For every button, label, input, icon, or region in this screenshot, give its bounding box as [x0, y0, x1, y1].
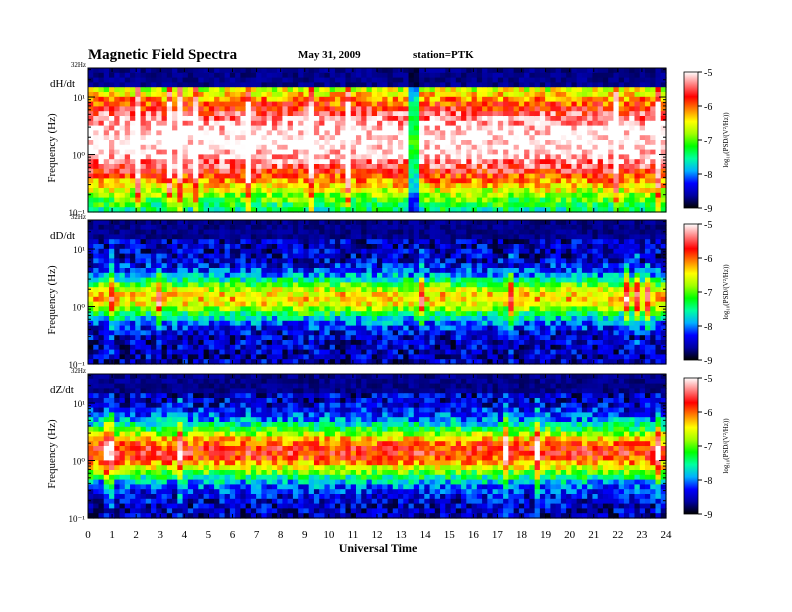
colorbar-tick-label: -9 [704, 356, 712, 367]
x-tick-label: 0 [85, 529, 91, 541]
y-top-label: 32Hz [71, 61, 86, 69]
panel-name: dH/dt [50, 78, 75, 90]
x-tick-label: 13 [396, 529, 408, 541]
x-tick-label: 14 [420, 529, 432, 541]
colorbar [683, 377, 699, 515]
figure-title: Magnetic Field Spectra [88, 47, 238, 63]
x-tick-label: 22 [612, 529, 623, 541]
colorbar [683, 71, 699, 209]
x-tick-label: 11 [348, 529, 359, 541]
y-tick-label: 10¹ [73, 399, 85, 409]
x-tick-label: 23 [636, 529, 648, 541]
x-tick-label: 12 [372, 529, 383, 541]
colorbar-tick-label: -5 [704, 220, 712, 231]
colorbar-tick-label: -6 [704, 408, 712, 419]
x-tick-label: 20 [564, 529, 576, 541]
y-tick-label: 10¹ [73, 93, 85, 103]
heatmap-3 [88, 374, 667, 519]
colorbar-tick-label: -6 [704, 254, 712, 265]
x-axis: 0 1 2 3 4 5 6 7 8 9 10 11 12 13 14 15 16 17 18 19 20 21 22 23 24 [85, 529, 672, 541]
y-top-label: 32Hz [71, 213, 86, 221]
x-tick-label: 19 [540, 529, 552, 541]
y-axis-label: Frequency (Hz) [46, 113, 58, 183]
colorbar-label: log₁₀(PSD/(V²/Hz)) [722, 418, 730, 474]
x-tick-label: 24 [661, 529, 673, 541]
colorbar-tick-label: -8 [704, 476, 712, 487]
x-tick-label: 7 [254, 529, 260, 541]
panel-name: dD/dt [50, 230, 75, 242]
y-tick-label: 10⁰ [72, 457, 85, 467]
x-tick-label: 17 [492, 529, 504, 541]
y-tick-label: 10⁻¹ [69, 208, 86, 218]
y-axis-label: Frequency (Hz) [46, 265, 58, 335]
x-axis-label: Universal Time [339, 541, 418, 555]
colorbar [683, 223, 699, 361]
x-tick-label: 1 [109, 529, 115, 541]
x-tick-label: 8 [278, 529, 284, 541]
colorbar-tick-label: -9 [704, 510, 712, 521]
y-axis-label: Frequency (Hz) [46, 419, 58, 489]
colorbar-tick-label: -5 [704, 374, 712, 385]
figure-station: station=PTK [413, 49, 474, 61]
y-top-label: 32Hz [71, 367, 86, 375]
figure-date: May 31, 2009 [298, 49, 361, 61]
y-tick-label: 10⁻¹ [69, 514, 86, 524]
panel-3: 10¹ 10⁰ 10⁻¹ 32Hz dZ/dt Frequency (Hz) -5 -6 -7 -… [46, 367, 730, 524]
x-tick-label: 3 [158, 529, 164, 541]
colorbar-tick-label: -8 [704, 170, 712, 181]
y-tick-label: 10⁰ [72, 151, 85, 161]
colorbar-tick-label: -8 [704, 322, 712, 333]
x-tick-label: 15 [444, 529, 456, 541]
colorbar-tick-label: -6 [704, 102, 712, 113]
colorbar-tick-label: -9 [704, 204, 712, 215]
x-tick-label: 4 [182, 529, 188, 541]
heatmap-2 [88, 220, 667, 365]
x-tick-label: 18 [516, 529, 528, 541]
x-tick-label: 2 [133, 529, 139, 541]
colorbar-tick-label: -5 [704, 68, 712, 79]
colorbar-label: log₁₀(PSD/(V²/Hz)) [722, 112, 730, 168]
x-tick-label: 10 [323, 529, 335, 541]
x-tick-label: 21 [588, 529, 599, 541]
x-tick-label: 5 [206, 529, 212, 541]
x-tick-label: 16 [468, 529, 480, 541]
y-tick-label: 10⁻¹ [69, 360, 86, 370]
colorbar-tick-label: -7 [704, 288, 712, 299]
y-tick-label: 10¹ [73, 245, 85, 255]
colorbar-label: log₁₀(PSD/(V²/Hz)) [722, 264, 730, 320]
x-tick-label: 9 [302, 529, 308, 541]
x-tick-label: 6 [230, 529, 236, 541]
colorbar-tick-label: -7 [704, 136, 712, 147]
heatmap-1 [88, 68, 667, 213]
panel-name: dZ/dt [50, 384, 74, 396]
y-tick-label: 10⁰ [72, 303, 85, 313]
colorbar-tick-label: -7 [704, 442, 712, 453]
panel-2: 10¹ 10⁰ 10⁻¹ 32Hz dD/dt Frequency (Hz) -5 -6 -7 -… [46, 213, 730, 370]
